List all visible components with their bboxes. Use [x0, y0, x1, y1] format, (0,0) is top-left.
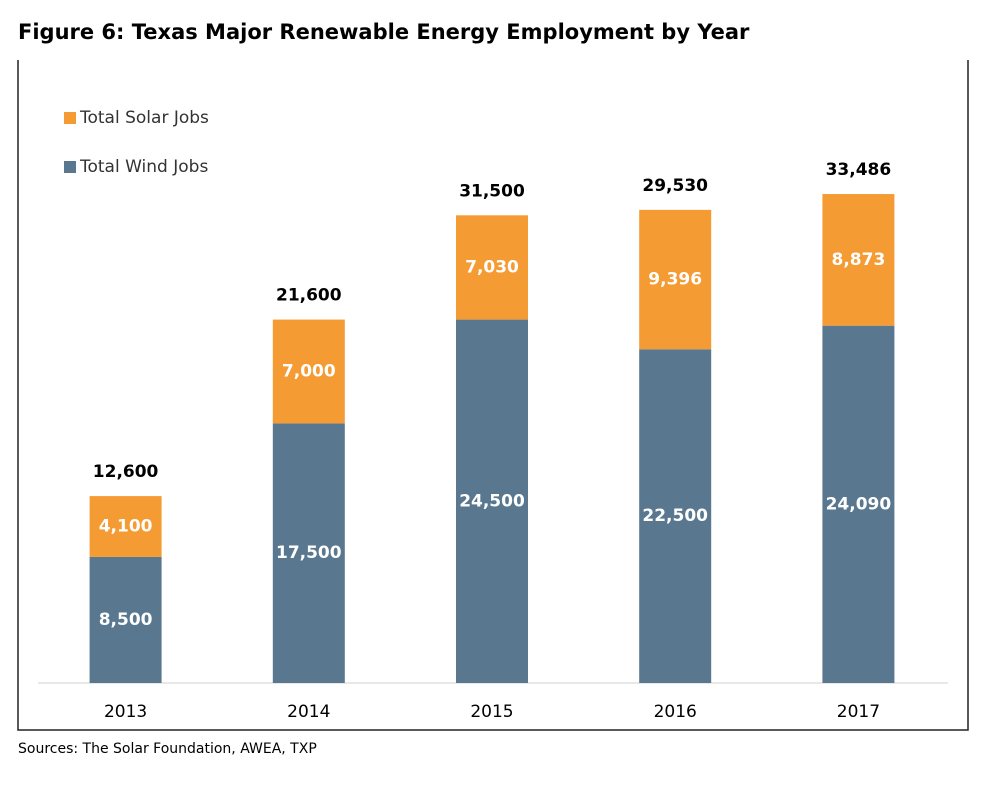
data-label: 17,500 [276, 543, 342, 563]
total-label: 21,600 [276, 286, 342, 306]
data-label: 24,500 [459, 491, 525, 511]
total-label: 12,600 [93, 462, 159, 482]
legend-label: Total Wind Jobs [79, 157, 208, 177]
legend-label: Total Solar Jobs [79, 108, 209, 128]
bar-segment [272, 423, 345, 683]
chart-title: Figure 6: Texas Major Renewable Energy E… [18, 20, 750, 44]
bar-segment [822, 325, 895, 683]
x-tick-label: 2015 [470, 702, 513, 722]
bar-segment [639, 349, 712, 683]
total-label: 33,486 [826, 160, 892, 180]
legend-swatch [64, 112, 76, 124]
legend-swatch [64, 161, 76, 173]
data-label: 9,396 [648, 270, 702, 290]
x-tick-label: 2014 [287, 702, 330, 722]
data-label: 7,000 [282, 362, 336, 382]
bar-segment [456, 319, 528, 683]
data-label: 24,090 [826, 494, 892, 514]
total-label: 29,530 [642, 176, 708, 196]
bar-segment [822, 194, 895, 326]
x-tick-label: 2016 [654, 702, 697, 722]
x-tick-label: 2013 [104, 702, 147, 722]
data-label: 4,100 [99, 517, 153, 537]
data-label: 8,500 [99, 610, 153, 630]
data-label: 8,873 [832, 250, 886, 270]
bar-segment [89, 556, 162, 683]
x-tick-label: 2017 [837, 702, 880, 722]
source-note: Sources: The Solar Foundation, AWEA, TXP [18, 741, 317, 757]
data-label: 22,500 [642, 506, 708, 526]
bar-segment [89, 496, 162, 557]
data-label: 7,030 [465, 257, 519, 277]
total-label: 31,500 [459, 181, 525, 201]
frame [17, 60, 969, 731]
bar-segment [272, 319, 345, 424]
bar-segment [456, 215, 528, 320]
bar-segment [639, 209, 712, 350]
